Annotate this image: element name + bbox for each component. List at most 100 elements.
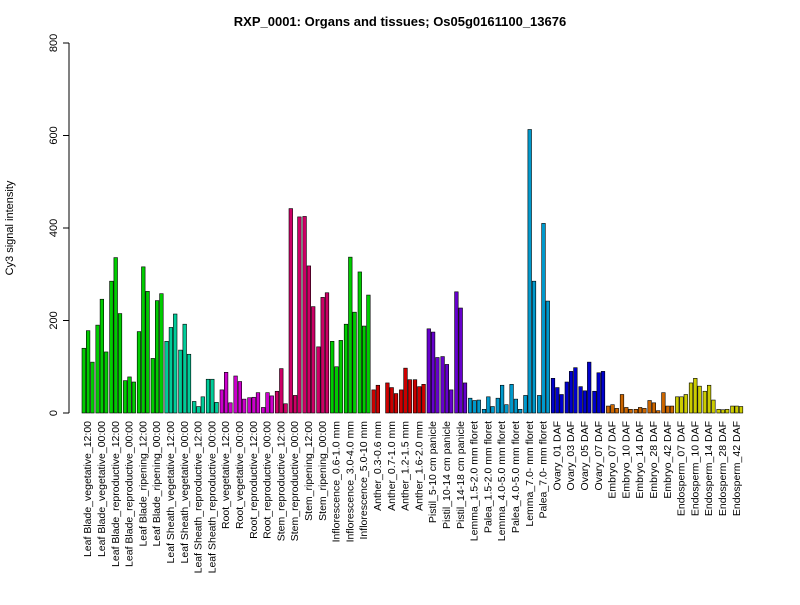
y-axis-ticks: 0 200 400 600 800	[48, 34, 69, 416]
x-tick-label: Lemma_4.0-5.0 mm floret	[496, 421, 508, 541]
x-tick-label: Embryo_42 DAF	[662, 421, 674, 499]
bar	[426, 328, 431, 414]
bar	[523, 395, 528, 414]
bar	[311, 306, 316, 414]
x-tick-label: Stem_ripening_12:00	[303, 421, 315, 521]
bar	[656, 410, 661, 414]
bar	[633, 408, 638, 414]
x-tick-label: Stem_ripening_00:00	[317, 421, 329, 521]
bar	[155, 300, 160, 414]
bar	[541, 223, 546, 414]
bar	[233, 375, 238, 414]
bar	[385, 382, 390, 414]
x-tick-label: Ovary_07 DAF	[593, 421, 605, 490]
bar	[679, 396, 684, 414]
bar	[141, 266, 146, 414]
bar	[458, 307, 463, 414]
x-tick-label: Leaf Blade_reproductive_00:00	[124, 421, 136, 567]
x-tick-label: Leaf Blade_ripening_00:00	[151, 421, 163, 547]
bar	[279, 368, 284, 414]
bar	[292, 395, 298, 414]
bar	[606, 405, 611, 414]
bar	[196, 406, 201, 414]
x-tick-label: Inflorescence_5.0-10 mm	[358, 421, 370, 540]
bar	[637, 407, 643, 414]
x-tick-label: Leaf Sheath_vegetative_12:00	[165, 421, 177, 564]
bar	[168, 327, 174, 414]
bar	[624, 407, 629, 414]
bar	[389, 387, 394, 414]
x-tick-label: Pistil_14-18 cm panicle	[455, 421, 467, 529]
bar	[734, 405, 739, 414]
bar	[555, 387, 560, 414]
x-tick-label: Anther_0.3-0.6 mm	[372, 421, 384, 511]
bar	[545, 300, 550, 414]
x-tick-label: Pistil_5-10 cm panicle	[427, 421, 439, 523]
bar	[720, 409, 725, 414]
bar	[131, 381, 136, 414]
x-tick-label: Palea_1.5-2.0 mm floret	[482, 421, 494, 533]
bar	[109, 280, 114, 414]
bar	[592, 390, 597, 414]
x-tick-label: Palea_4.0-5.0 mm floret	[510, 421, 522, 533]
bar	[357, 271, 362, 414]
x-tick-label: Root_reproductive_00:00	[262, 421, 274, 539]
x-tick-label: Endosperm_28 DAF	[717, 421, 729, 516]
bar	[123, 380, 128, 414]
bar	[283, 403, 288, 414]
bar	[297, 216, 302, 414]
bar	[651, 402, 656, 414]
y-tick-label: 400	[48, 219, 60, 237]
bar	[334, 366, 339, 414]
bar	[403, 367, 408, 414]
bar	[513, 398, 518, 414]
x-tick-label: Lemma_1.5-2.0 mm floret	[469, 421, 481, 541]
bar	[490, 406, 495, 414]
bar	[578, 386, 583, 414]
bar	[537, 395, 542, 414]
bar	[730, 405, 735, 414]
bar	[261, 407, 266, 414]
bar	[86, 330, 91, 414]
x-tick-label: Leaf Blade_ripening_12:00	[137, 421, 149, 547]
bar	[90, 361, 95, 414]
y-axis-label: Cy3 signal intensity	[4, 180, 16, 275]
bar	[242, 398, 247, 414]
bars	[81, 129, 744, 414]
bar	[136, 331, 142, 414]
bar	[582, 390, 587, 414]
x-tick-label: Embryo_10 DAF	[620, 421, 632, 499]
bar	[481, 408, 487, 414]
x-tick-label: Stem_reproductive_12:00	[275, 421, 287, 541]
x-tick-label: Root_reproductive_12:00	[248, 421, 260, 539]
x-tick-label: Embryo_14 DAF	[634, 421, 646, 499]
y-tick-label: 800	[48, 34, 60, 52]
bar	[81, 347, 86, 414]
bar	[706, 384, 712, 414]
x-tick-label: Embryo_28 DAF	[648, 421, 660, 499]
x-tick-label: Root_vegetative_12:00	[220, 421, 232, 529]
bar	[338, 340, 343, 414]
bar	[393, 393, 399, 414]
bar	[495, 397, 500, 414]
bar	[531, 280, 537, 414]
x-tick-label: Embryo_07 DAF	[607, 421, 619, 499]
bar	[247, 397, 252, 414]
bar	[210, 378, 215, 414]
bar	[647, 400, 652, 414]
bar	[145, 291, 150, 414]
x-tick-label: Leaf Blade_vegetative_12:00	[82, 421, 94, 557]
bar	[449, 389, 454, 414]
bar	[255, 392, 261, 414]
x-tick-label: Ovary_01 DAF	[551, 421, 563, 490]
bar	[224, 371, 229, 414]
bar	[99, 298, 104, 414]
bar	[316, 346, 321, 414]
x-tick-label: Inflorescence_3.0-4.0 mm	[344, 421, 356, 543]
bar	[417, 386, 422, 414]
bar	[683, 394, 688, 414]
bar	[430, 331, 436, 414]
bar	[366, 294, 371, 414]
bar	[407, 379, 412, 414]
